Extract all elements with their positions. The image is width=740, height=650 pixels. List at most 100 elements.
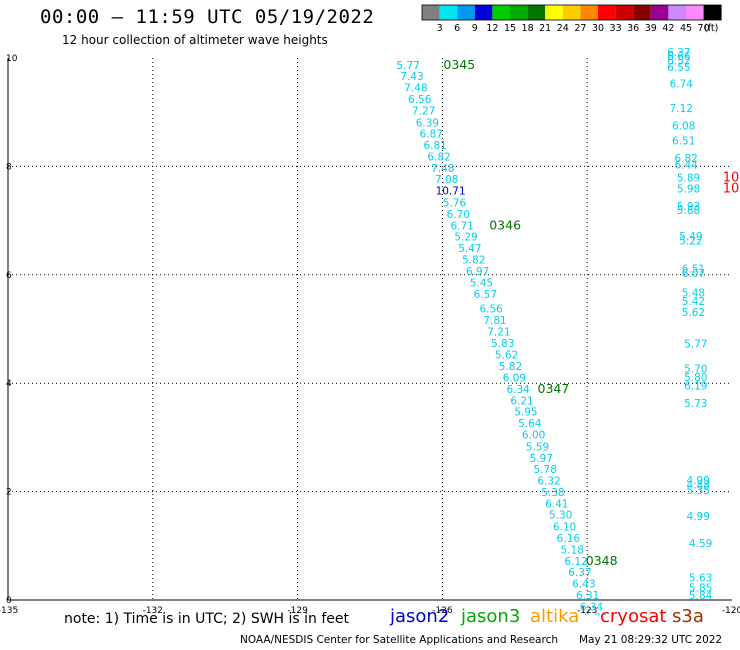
wave-height-label: 6.70: [447, 209, 470, 221]
legend-tick-label: 6: [454, 23, 460, 34]
wave-height-label: 10.71: [436, 186, 466, 198]
legend-swatch: [615, 5, 634, 20]
x-tick-label: -135: [0, 606, 18, 615]
wave-height-label: 4.88: [687, 479, 710, 491]
pass-time-label: 0347: [538, 381, 570, 396]
chart-subtitle: 12 hour collection of altimeter wave hei…: [62, 33, 328, 47]
wave-height-label: 6.43: [572, 579, 595, 591]
legend-tick-label: 24: [557, 23, 569, 34]
wave-height-label: 5.88: [677, 205, 700, 217]
wave-height-label: 6.32: [537, 476, 560, 488]
wave-height-label: 6.09: [503, 373, 526, 385]
wave-height-label: 6.10: [553, 522, 576, 534]
wave-height-label: 7.27: [412, 105, 435, 117]
wave-height-label: 6.56: [479, 304, 503, 316]
wave-height-label: 6.19: [684, 381, 707, 393]
wave-height-label: 5.64: [518, 418, 542, 430]
wave-height-label: 6.07: [682, 268, 705, 280]
wave-height-label: 5.73: [684, 398, 707, 410]
legend-swatch: [668, 5, 686, 20]
wave-height-label: 5.85: [689, 582, 712, 594]
wave-height-label: 6.51: [672, 136, 695, 148]
wave-height-label: 6.44: [674, 160, 698, 172]
wave-height-label: 4.99: [687, 511, 710, 523]
wave-height-label: 4.59: [689, 538, 712, 550]
wave-height-label: 7.48: [404, 83, 427, 95]
wave-height-label: 5.77: [684, 338, 707, 350]
wave-height-label: 6.51: [682, 264, 705, 276]
x-tick-label: -120: [722, 606, 740, 615]
wave-height-label: 6.39: [416, 117, 439, 129]
wave-height-label: 7.81: [483, 315, 506, 327]
x-tick-label: -126: [432, 606, 453, 615]
legend-tick-label: 36: [627, 23, 639, 34]
pass-time-label: 0348: [586, 553, 618, 568]
legend-tick-label: 33: [610, 23, 622, 34]
wave-height-label: 7.43: [400, 71, 423, 83]
wave-height-label: 5.45: [470, 278, 493, 290]
legend-swatch: [580, 5, 598, 20]
wave-height-label: 6.66: [667, 51, 691, 63]
legend-swatch: [527, 5, 546, 20]
wave-height-label: 6.71: [450, 220, 473, 232]
legend-swatch: [492, 5, 510, 20]
x-tick-label: -129: [287, 606, 308, 615]
legend-swatch: [474, 5, 493, 20]
wave-height-label: 5.95: [514, 407, 537, 419]
legend-swatch: [686, 5, 704, 20]
wave-height-label: 5.38: [541, 487, 564, 499]
satellite-jason3: jason3: [461, 606, 521, 627]
wave-height-label: 6.37: [568, 567, 591, 579]
legend-swatch: [562, 5, 581, 20]
legend-border: [421, 4, 722, 21]
wave-height-label: 5.63: [689, 573, 712, 585]
wave-height-label: 6.97: [466, 266, 489, 278]
wave-height-label: 6.00: [522, 429, 545, 441]
legend-tick-label: 70: [698, 23, 710, 34]
x-tick-label: -132: [143, 606, 163, 615]
legend-tick-label: 30: [592, 23, 604, 34]
chart-title: 00:00 – 11:59 UTC 05/19/2022: [40, 6, 375, 28]
wave-height-label: 5.47: [458, 243, 481, 255]
wave-height-label: 5.80: [684, 372, 707, 384]
satellite-s3a: s3a: [672, 606, 704, 627]
color-legend: 3 6 9 12 15 18 21 24 27 30 33 36 39 42 45 70(ft): [421, 4, 722, 34]
x-tick-label: -123: [577, 606, 597, 615]
legend-tick-label: 39: [645, 23, 657, 34]
legend-tick-label: 12: [486, 23, 498, 34]
legend-swatch: [598, 5, 616, 20]
wave-height-label: 5.30: [549, 510, 572, 522]
wave-height-label: 5.49: [679, 231, 702, 243]
wave-height-label: 5.42: [682, 296, 705, 308]
legend-unit: (ft): [704, 23, 718, 34]
footnote: note: 1) Time is in UTC; 2) SWH is in fe…: [64, 611, 350, 627]
wave-height-label: 7.08: [435, 174, 458, 186]
wave-height-label: 6.34: [506, 384, 530, 396]
y-tick-label: 0: [6, 596, 12, 606]
wave-height-label: 5.62: [495, 349, 518, 361]
wave-height-label: 5.70: [684, 363, 707, 375]
wave-height-label: 6.82: [674, 153, 697, 165]
wave-height-label: 7.21: [487, 327, 510, 339]
pass-time-label: 0345: [443, 57, 475, 72]
wave-height-label: 5.93: [677, 201, 700, 213]
pass-time-label-red: 1044: [723, 181, 740, 196]
wave-height-label: 6.37: [667, 47, 690, 59]
wave-height-label: 5.97: [530, 453, 553, 465]
y-tick-label: 8: [6, 162, 12, 172]
wave-height-label: 5.62: [682, 307, 705, 319]
wave-height-label: 6.21: [510, 395, 533, 407]
wave-height-label: 7.48: [431, 163, 454, 175]
legend-swatch: [439, 5, 458, 20]
legend-swatch: [703, 5, 722, 20]
wave-height-label: 5.22: [679, 235, 702, 247]
wave-height-label: 5.84: [689, 590, 713, 602]
wave-height-label: 6.81: [423, 140, 446, 152]
wave-height-label: 5.77: [396, 60, 419, 72]
wave-height-label: 6.12: [564, 556, 587, 568]
y-tick-label: 4: [6, 379, 12, 389]
wave-height-label: 5.48: [682, 287, 705, 299]
legend-swatch: [650, 5, 669, 20]
wave-height-label: 5.78: [534, 464, 557, 476]
wave-height-label: 6.08: [672, 121, 695, 133]
